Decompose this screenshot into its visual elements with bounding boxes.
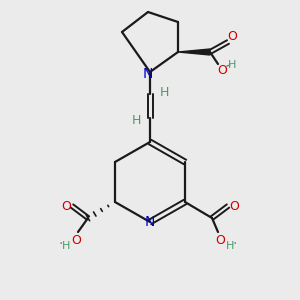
Text: H: H xyxy=(228,60,236,70)
Text: N: N xyxy=(145,215,155,229)
Polygon shape xyxy=(178,49,210,55)
Text: H: H xyxy=(131,113,141,127)
Text: O: O xyxy=(215,233,225,247)
Text: O: O xyxy=(229,200,239,212)
Text: O: O xyxy=(227,29,237,43)
Text: H: H xyxy=(62,241,70,251)
Text: H: H xyxy=(226,241,234,251)
Text: H: H xyxy=(159,85,169,98)
Text: ·: · xyxy=(59,237,63,251)
Text: O: O xyxy=(61,200,71,212)
Text: ·: · xyxy=(233,237,237,251)
Text: O: O xyxy=(217,64,227,76)
Text: O: O xyxy=(71,233,81,247)
Text: N: N xyxy=(143,67,153,81)
